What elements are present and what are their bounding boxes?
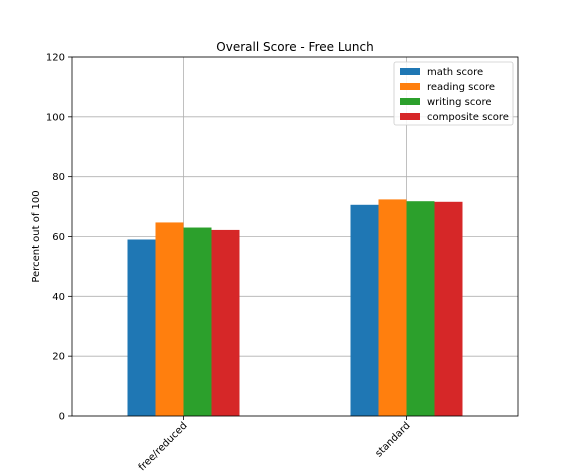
bars — [127, 199, 463, 416]
bar-math-score-free-reduced — [127, 239, 156, 416]
bar-composite-score-free-reduced — [211, 229, 240, 416]
y-tick-label: 80 — [52, 172, 65, 183]
x-axis: free/reduced standard — [137, 416, 413, 473]
legend-label: writing score — [427, 97, 492, 108]
y-tick-label: 120 — [46, 53, 65, 64]
x-tick-label: standard — [373, 420, 412, 459]
bar-writing-score-standard — [406, 201, 435, 416]
legend-label: reading score — [427, 82, 495, 93]
y-axis: 0 20 40 60 80 100 120 — [46, 53, 72, 423]
y-tick-label: 60 — [52, 232, 65, 243]
bar-writing-score-free-reduced — [183, 227, 212, 416]
x-tick-label: free/reduced — [137, 420, 190, 473]
chart-title: Overall Score - Free Lunch — [216, 40, 373, 54]
legend-label: composite score — [427, 112, 509, 123]
legend-label: math score — [427, 67, 483, 78]
bar-composite-score-standard — [434, 201, 463, 416]
y-tick-label: 20 — [52, 352, 65, 363]
y-tick-label: 40 — [52, 292, 65, 303]
y-axis-label: Percent out of 100 — [31, 190, 42, 282]
bar-reading-score-standard — [378, 199, 407, 416]
y-tick-label: 100 — [46, 112, 65, 123]
legend-swatch — [400, 98, 420, 105]
bar-reading-score-free-reduced — [155, 222, 184, 416]
legend-swatch — [400, 68, 420, 75]
legend-box — [393, 61, 514, 126]
bar-math-score-standard — [350, 204, 379, 416]
legend: math score reading score writing score comp… — [393, 61, 514, 126]
legend-swatch — [400, 113, 420, 120]
y-tick-label: 0 — [59, 412, 65, 423]
legend-swatch — [400, 83, 420, 90]
